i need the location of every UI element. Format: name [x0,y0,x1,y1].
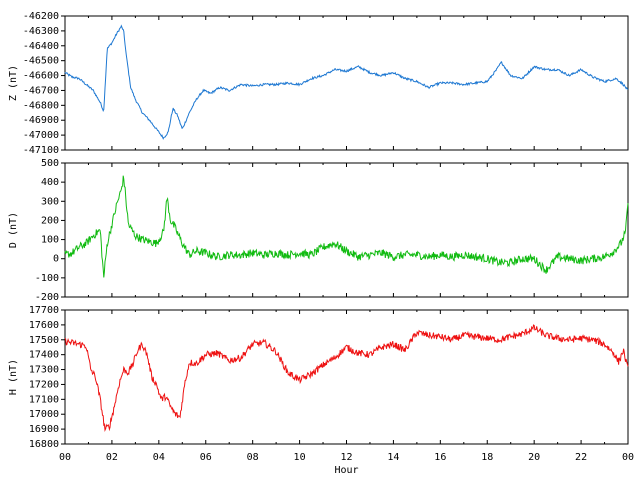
panel-frame [64,162,629,298]
series-line [64,175,629,278]
y-tick-label: 17000 [29,409,59,420]
y-tick-label: 300 [41,196,59,207]
x-tick-label: 10 [294,452,306,463]
y-tick-label: -46500 [23,56,59,67]
y-tick-label: 0 [53,254,59,265]
y-tick-label: 17700 [29,305,59,316]
y-tick-label: 17500 [29,335,59,346]
y-tick-label: -46200 [23,11,59,22]
x-tick-label: 06 [200,452,212,463]
y-tick-label: 100 [41,235,59,246]
x-tick-label: 16 [434,452,446,463]
x-tick-label: 08 [247,452,259,463]
x-tick-label: 14 [387,452,399,463]
y-axis-label: Z (nT) [8,65,19,101]
y-tick-label: 16900 [29,424,59,435]
series-line [64,324,629,432]
x-tick-label: 20 [528,452,540,463]
y-tick-label: 17100 [29,394,59,405]
x-tick-label: 12 [340,452,352,463]
x-tick-label: 22 [575,452,587,463]
y-axis-label: D (nT) [8,212,19,248]
y-tick-label: -47100 [23,145,59,156]
y-tick-label: 200 [41,215,59,226]
x-axis-label: Hour [334,465,358,476]
panel-1: -46200 -46300 -46400 -46500 -46600 -46700 -468… [8,11,629,156]
panel-frame [64,309,629,445]
y-tick-label: 17600 [29,320,59,331]
x-tick-label: 18 [481,452,493,463]
x-tick-label: 02 [106,452,118,463]
x-tick-label: 00 [59,452,71,463]
y-tick-label: -100 [35,273,59,284]
x-tick-label: 00 [622,452,634,463]
panel-3: 17700 17600 17500 17400 17300 17200 17100 17000… [8,305,634,476]
y-tick-label: -46800 [23,100,59,111]
y-tick-label: -46600 [23,71,59,82]
y-tick-label: 500 [41,158,59,169]
series-line [64,24,629,140]
y-tick-label: -46400 [23,41,59,52]
panel-frame [64,15,629,151]
y-tick-label: 17300 [29,365,59,376]
y-axis-label: H (nT) [8,359,19,395]
x-tick-label: 04 [153,452,165,463]
chart-panels: -46200 -46300 -46400 -46500 -46600 -46700 -468… [8,11,634,476]
y-tick-label: 400 [41,177,59,188]
y-tick-label: -47000 [23,130,59,141]
y-tick-label: -46900 [23,115,59,126]
y-tick-label: 17200 [29,379,59,390]
y-tick-label: -46700 [23,85,59,96]
y-tick-label: -200 [35,292,59,303]
y-tick-label: -46300 [23,26,59,37]
y-tick-label: 16800 [29,439,59,450]
panel-2: 500 400 300 200 100 0 -100 -200 D (nT) [8,158,629,303]
y-tick-label: 17400 [29,350,59,361]
